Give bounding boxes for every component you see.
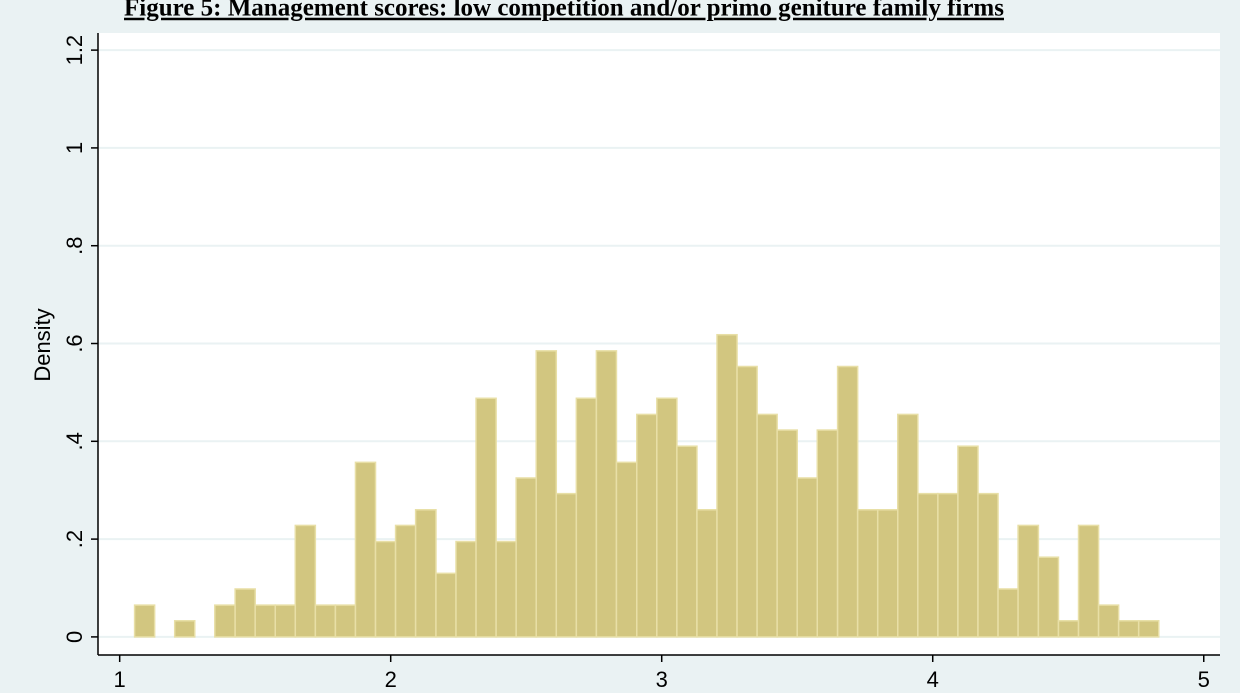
chart-title: Figure 5: Management scores: low competi… xyxy=(124,0,1004,22)
bar xyxy=(475,397,497,638)
bar xyxy=(455,540,477,638)
x-tick-label: 3 xyxy=(656,667,668,692)
bar xyxy=(394,524,417,638)
bar xyxy=(897,413,919,638)
y-tick-label: .8 xyxy=(62,237,87,255)
bar xyxy=(696,509,718,638)
y-tick-label: 1 xyxy=(62,142,87,154)
bar xyxy=(977,492,999,638)
bar xyxy=(535,350,558,638)
y-tick-label: .6 xyxy=(62,334,87,352)
bar xyxy=(334,604,357,638)
bar xyxy=(1057,620,1080,638)
y-tick-label: 0 xyxy=(62,631,87,643)
bar xyxy=(254,604,276,638)
bar xyxy=(917,492,939,638)
bar xyxy=(414,509,437,638)
bar xyxy=(314,604,337,638)
bar xyxy=(756,413,778,638)
bar xyxy=(716,333,738,638)
y-tick-label: .4 xyxy=(62,432,87,450)
bar xyxy=(515,477,537,638)
bar xyxy=(435,572,457,638)
bar xyxy=(876,509,899,638)
bar xyxy=(636,413,658,638)
bar xyxy=(234,588,256,638)
bar xyxy=(133,604,156,638)
y-tick-label: 1.2 xyxy=(62,35,87,66)
bar xyxy=(957,445,979,638)
bar xyxy=(1117,620,1140,638)
bar xyxy=(1137,620,1160,638)
y-tick-label: .2 xyxy=(62,530,87,548)
bar xyxy=(173,620,196,638)
bar xyxy=(615,461,638,638)
bar xyxy=(595,350,618,638)
bar xyxy=(575,397,598,638)
bar xyxy=(796,477,819,638)
bar xyxy=(656,397,678,638)
bar xyxy=(1037,556,1060,638)
bar xyxy=(816,429,839,638)
bar xyxy=(374,540,397,638)
x-tick-label: 4 xyxy=(927,667,939,692)
bar xyxy=(676,445,698,638)
x-tick-label: 1 xyxy=(114,667,126,692)
bar xyxy=(1077,524,1100,638)
bar xyxy=(294,524,317,638)
x-tick-label: 2 xyxy=(385,667,397,692)
bar xyxy=(856,509,879,638)
bar xyxy=(274,604,297,638)
bar xyxy=(1017,524,1040,638)
bar xyxy=(997,588,1019,638)
bar xyxy=(1097,604,1120,638)
bar xyxy=(776,429,798,638)
y-axis-title: Density xyxy=(30,308,55,381)
bar xyxy=(736,365,758,638)
x-tick-label: 5 xyxy=(1198,667,1210,692)
bar xyxy=(555,492,578,638)
bar xyxy=(354,461,377,638)
bar xyxy=(836,365,859,638)
bar xyxy=(495,540,517,638)
bar xyxy=(214,604,236,638)
bar xyxy=(937,492,959,638)
